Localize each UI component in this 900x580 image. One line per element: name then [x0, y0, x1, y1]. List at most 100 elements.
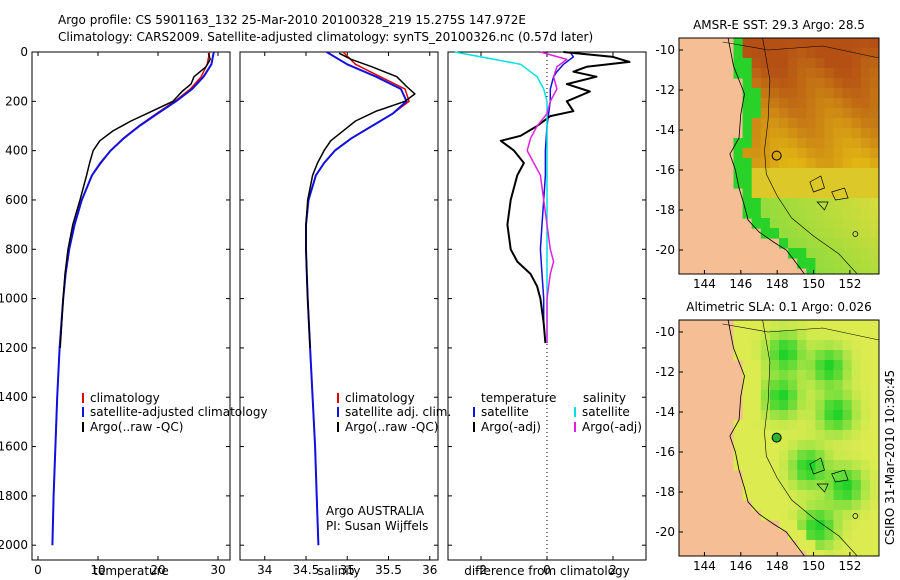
sla-field-cell — [806, 470, 816, 481]
sst-field-cell — [788, 178, 798, 189]
difference-series-temperature-satellite — [539, 51, 575, 344]
diff-legend-temp-argo: Argo(-adj) — [481, 420, 541, 434]
sla-field-cell — [869, 500, 879, 511]
sla-field-cell — [788, 370, 798, 381]
sst-field-cell — [833, 138, 844, 149]
sla-field-cell — [815, 510, 826, 521]
sla-field-cell — [869, 540, 879, 551]
sla-field-cell — [842, 320, 853, 331]
credit-text: Argo AUSTRALIA — [326, 504, 425, 518]
sla-field-cell — [815, 320, 826, 331]
sla-field-cell — [742, 330, 753, 341]
sla-field-cell — [769, 460, 780, 471]
sst-field-cell — [742, 148, 753, 159]
sst-field-cell — [797, 108, 807, 119]
sla-field-cell — [815, 410, 826, 421]
sla-field-cell — [842, 530, 853, 541]
sst-field-cell — [742, 188, 753, 199]
sst-field-cell — [742, 68, 753, 79]
sst-map: AMSR-E SST: 29.3 Argo: 28.5 144 146 148 150… — [655, 18, 880, 291]
sla-field-cell — [833, 370, 844, 381]
sla-field-cell — [751, 370, 762, 381]
sst-field-cell — [815, 68, 826, 79]
sst-field-cell — [860, 178, 871, 189]
sst-field-cell — [760, 88, 771, 99]
sst-field-cell — [869, 108, 879, 119]
temperature-xtick-label: 20 — [150, 563, 165, 577]
sla-field-cell — [751, 420, 762, 431]
sst-field-cell — [779, 188, 789, 199]
sst-field-cell — [779, 68, 789, 79]
sst-field-cell — [851, 128, 862, 139]
sla-field-cell — [751, 410, 762, 421]
sst-field-cell — [797, 208, 807, 219]
sst-field-cell — [751, 148, 762, 159]
sla-ytick-label: -14 — [655, 405, 675, 419]
sst-field-cell — [833, 78, 844, 89]
sst-field-cell — [842, 228, 853, 239]
sla-field-cell — [733, 420, 744, 431]
sla-field-cell — [833, 440, 844, 451]
sst-field-cell — [769, 148, 780, 159]
sla-field-cell — [851, 530, 862, 541]
sst-field-cell — [742, 208, 753, 219]
sst-field-cell — [842, 218, 853, 229]
sst-field-cell — [860, 198, 871, 209]
sst-field-cell — [833, 258, 844, 269]
sla-field-cell — [869, 510, 879, 521]
sst-field-cell — [779, 178, 789, 189]
salinity-panel: salinity Argo AUSTRALIA PI: Susan Wijffe… — [239, 51, 451, 578]
sst-field-cell — [869, 158, 879, 169]
sst-field-cell — [760, 218, 771, 229]
sla-field-cell — [806, 550, 816, 556]
sla-field-cell — [751, 350, 762, 361]
sst-field-cell — [806, 48, 816, 59]
sla-field-cell — [869, 320, 879, 331]
sst-field-cell — [742, 88, 753, 99]
sst-field-cell — [860, 228, 871, 239]
sla-field-cell — [860, 480, 871, 491]
sst-field-cell — [797, 38, 807, 49]
sla-field-cell — [824, 360, 835, 371]
sst-field-cell — [760, 138, 771, 149]
sla-field-cell — [815, 400, 826, 411]
sst-field-cell — [806, 128, 816, 139]
sst-field-cell — [869, 78, 879, 89]
sst-field-cell — [733, 148, 744, 159]
sla-field-cell — [769, 340, 780, 351]
sst-field-cell — [797, 178, 807, 189]
sla-field-cell — [851, 380, 862, 391]
sst-xtick-label: 146 — [729, 277, 752, 291]
sst-field-cell — [860, 218, 871, 229]
sst-field-cell — [860, 188, 871, 199]
sst-xtick-label: 150 — [802, 277, 825, 291]
sla-field-cell — [797, 330, 807, 341]
sla-field-cell — [824, 380, 835, 391]
sla-field-cell — [824, 450, 835, 461]
sla-field-cell — [797, 410, 807, 421]
depth-tick-label: 1400 — [0, 390, 28, 404]
sst-field-cell — [824, 248, 835, 259]
sst-argo-marker — [771, 150, 782, 161]
sst-field-cell — [779, 218, 789, 229]
sst-field-cell — [742, 38, 753, 49]
sst-field-cell — [869, 68, 879, 79]
sst-field-cell — [833, 218, 844, 229]
sla-field-cell — [815, 530, 826, 541]
side-timestamp: CSIRO 31-Mar-2010 10:30:45 — [883, 370, 897, 545]
sst-field-cell — [751, 168, 762, 179]
sla-field-cell — [760, 350, 771, 361]
sst-field-cell — [760, 198, 771, 209]
sst-field-cell — [869, 228, 879, 239]
sla-field-cell — [815, 550, 826, 556]
depth-tick-label: 400 — [5, 144, 28, 158]
sst-field-cell — [869, 178, 879, 189]
sla-field-cell — [851, 450, 862, 461]
sst-field-cell — [769, 188, 780, 199]
sst-field-cell — [751, 88, 762, 99]
sla-field-cell — [860, 350, 871, 361]
sla-field-cell — [860, 460, 871, 471]
sst-ytick-label: -14 — [655, 123, 675, 137]
sla-field-cell — [860, 500, 871, 511]
